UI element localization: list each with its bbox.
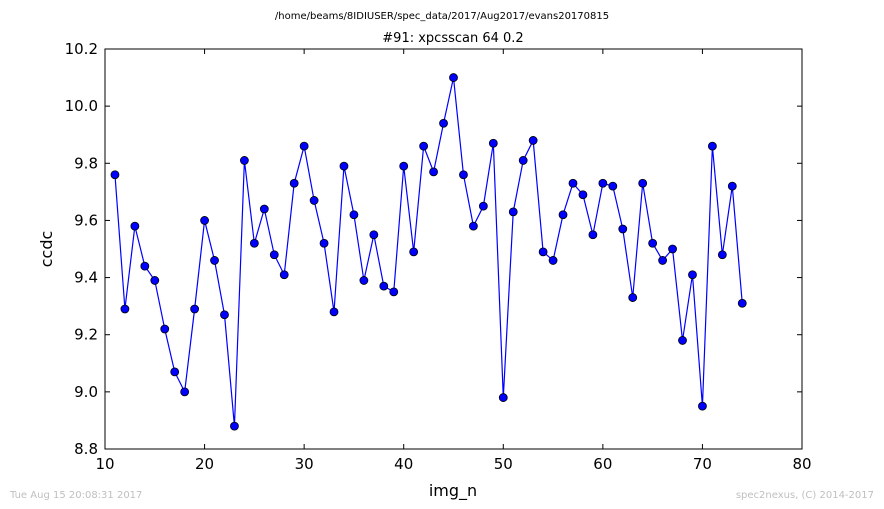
- data-point: [698, 401, 707, 411]
- data-point: [190, 304, 200, 314]
- data-point: [518, 156, 528, 165]
- footer-credit: spec2nexus, (C) 2014-2017: [735, 490, 874, 501]
- data-point: [707, 141, 717, 151]
- data-point: [678, 336, 687, 345]
- data-point: [389, 287, 399, 297]
- data-point: [618, 224, 628, 234]
- y-tick-label: 10.2: [65, 40, 98, 58]
- data-point: [469, 221, 478, 231]
- y-tick-label: 10.0: [65, 97, 98, 115]
- data-point: [508, 207, 518, 217]
- data-point: [668, 244, 677, 254]
- data-point: [220, 310, 229, 320]
- data-point: [648, 238, 658, 248]
- x-tick-label: 30: [295, 455, 314, 473]
- x-tick-label: 10: [95, 455, 114, 473]
- data-point: [339, 161, 349, 171]
- data-point: [727, 181, 737, 191]
- data-point: [498, 393, 508, 402]
- data-point: [210, 256, 219, 265]
- data-point: [259, 204, 269, 214]
- data-point: [200, 216, 209, 225]
- footer-timestamp: Tue Aug 15 20:08:31 2017: [10, 490, 143, 501]
- data-point: [299, 141, 309, 151]
- data-point: [140, 261, 150, 271]
- data-point: [180, 387, 190, 397]
- y-tick-label: 9.8: [74, 154, 98, 172]
- data-point: [230, 421, 239, 431]
- x-tick-label: 80: [792, 455, 811, 473]
- x-axis-label: img_n: [429, 481, 477, 501]
- data-point: [130, 221, 140, 231]
- data-series: [110, 73, 747, 431]
- x-tick-label: 50: [494, 455, 513, 473]
- data-point: [170, 367, 180, 377]
- x-tick-label: 70: [693, 455, 712, 473]
- data-point: [548, 256, 558, 265]
- data-point: [249, 238, 259, 248]
- y-tick-label: 9.4: [74, 269, 98, 287]
- data-point: [608, 181, 618, 191]
- x-tick-label: 20: [195, 455, 214, 473]
- data-point: [628, 293, 638, 302]
- y-axis: 8.8 9.0 9.2 9.4 9.6 9.8 10.0 10.2: [65, 40, 802, 458]
- figure-path-title: /home/beams/8IDIUSER/spec_data/2017/Aug2…: [275, 11, 609, 22]
- data-point: [379, 281, 389, 291]
- data-point: [359, 276, 369, 285]
- data-point: [419, 141, 429, 151]
- data-point: [488, 138, 498, 148]
- y-tick-label: 9.6: [74, 211, 98, 229]
- data-point: [688, 270, 697, 280]
- data-point: [528, 136, 538, 145]
- data-point: [329, 307, 339, 317]
- y-axis-label: ccdc: [37, 231, 56, 268]
- x-tick-label: 40: [394, 455, 413, 473]
- data-point: [658, 256, 667, 265]
- data-point: [439, 118, 448, 128]
- y-tick-label: 8.8: [74, 440, 98, 458]
- data-point: [120, 304, 130, 314]
- data-point: [429, 167, 438, 177]
- data-point: [369, 230, 379, 240]
- data-point: [558, 210, 568, 220]
- data-point: [239, 156, 249, 165]
- data-point: [409, 247, 419, 257]
- data-point: [289, 178, 299, 188]
- data-point: [717, 250, 727, 260]
- data-point: [478, 201, 488, 211]
- data-point: [150, 276, 160, 285]
- data-point: [279, 270, 289, 280]
- data-point: [598, 178, 608, 188]
- y-tick-label: 9.2: [74, 326, 98, 344]
- data-point: [449, 73, 458, 82]
- x-tick-label: 60: [593, 455, 612, 473]
- data-point: [269, 250, 279, 260]
- data-point: [319, 238, 329, 248]
- data-point: [538, 247, 548, 257]
- data-point: [459, 170, 468, 180]
- data-point: [399, 161, 409, 171]
- data-point: [638, 178, 648, 188]
- x-axis: 10 20 30 40 50 60 70 80: [95, 49, 812, 473]
- plot-area: [104, 48, 803, 450]
- data-point: [110, 170, 120, 180]
- y-tick-label: 9.0: [74, 383, 98, 401]
- data-point: [737, 298, 747, 308]
- data-point: [578, 190, 588, 200]
- data-point: [309, 196, 319, 205]
- data-point: [568, 178, 578, 188]
- data-point: [349, 210, 359, 220]
- chart-title: #91: xpcsscan 64 0.2: [382, 31, 523, 46]
- series-line: [114, 77, 743, 427]
- data-point: [160, 324, 170, 334]
- data-point: [588, 230, 598, 240]
